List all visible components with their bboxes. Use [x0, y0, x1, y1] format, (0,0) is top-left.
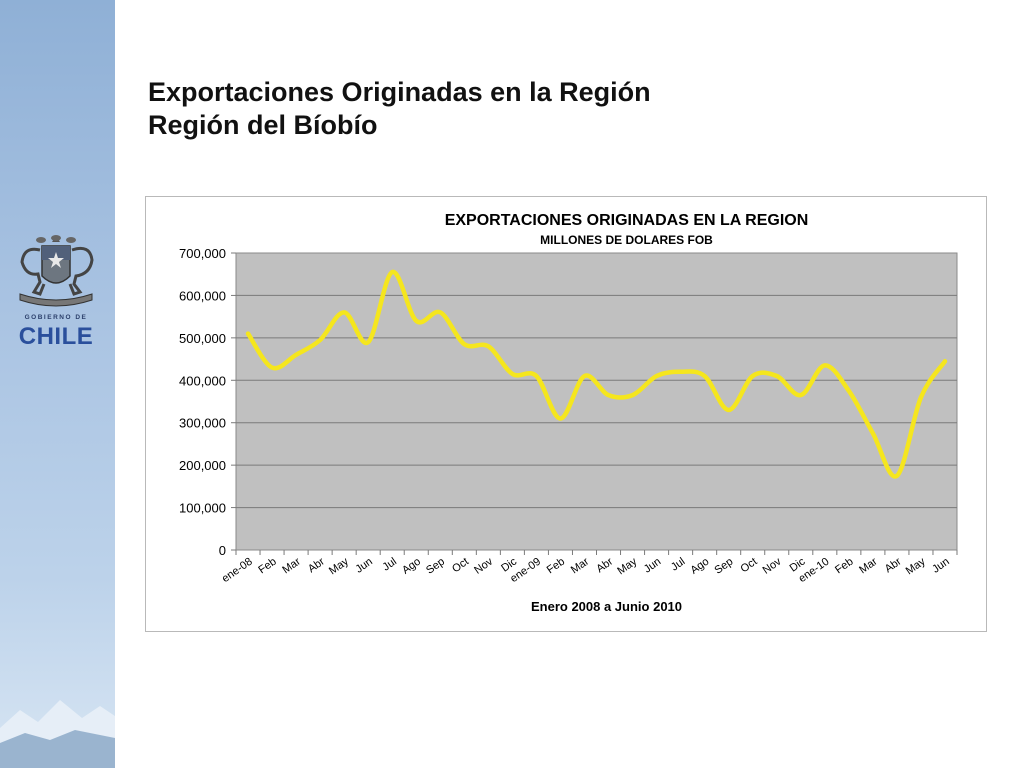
logo-small-text: GOBIERNO DE [24, 314, 88, 321]
data-point [751, 374, 755, 378]
mountain-image [0, 700, 115, 768]
data-point [775, 374, 779, 378]
line-chart: EXPORTACIONES ORIGINADAS EN LA REGION MIL… [179, 212, 958, 614]
x-tick-label: May [327, 555, 351, 577]
chart-title: EXPORTACIONES ORIGINADAS EN LA REGION [445, 212, 809, 229]
chart-subtitle: MILLONES DE DOLARES FOB [540, 233, 713, 247]
data-point [895, 474, 899, 478]
data-point [342, 310, 346, 314]
y-tick-label: 400,000 [179, 373, 226, 388]
y-tick-label: 500,000 [179, 331, 226, 346]
x-tick-label: Abr [594, 555, 615, 575]
x-tick-label: Nov [761, 555, 784, 576]
y-tick-label: 700,000 [179, 246, 226, 261]
x-tick-label: Jun [930, 556, 951, 576]
data-point [390, 270, 394, 274]
x-tick-label: Jun [353, 556, 374, 576]
x-tick-label: Abr [306, 555, 327, 575]
data-point [582, 374, 586, 378]
slide-title: Exportaciones Originadas en la Región Re… [148, 76, 651, 142]
y-tick-label: 100,000 [179, 501, 226, 516]
x-tick-label: Oct [739, 556, 760, 576]
data-point [246, 332, 250, 336]
data-point [703, 374, 707, 378]
x-tick-label: Ago [400, 556, 423, 577]
data-point [558, 416, 562, 420]
x-tick-label: Mar [857, 555, 880, 576]
x-tick-label: Jun [642, 556, 663, 576]
slide-title-line-1: Exportaciones Originadas en la Región [148, 77, 651, 107]
x-tick-label: Feb [256, 556, 278, 577]
x-tick-label: Oct [450, 556, 471, 576]
plot-area [235, 252, 958, 551]
x-tick-label: Ago [688, 556, 711, 577]
data-point [270, 366, 274, 370]
data-point [679, 370, 683, 374]
x-tick-label: Feb [833, 556, 855, 577]
x-axis-label: Enero 2008 a Junio 2010 [531, 599, 682, 614]
x-tick-label: May [615, 555, 639, 577]
data-point [847, 389, 851, 393]
data-point [534, 374, 538, 378]
slide-title-line-2: Región del Bíobío [148, 110, 378, 140]
x-tick-label: Feb [545, 556, 567, 577]
data-point [366, 340, 370, 344]
coat-of-arms-icon [19, 235, 94, 307]
y-tick-label: 200,000 [179, 458, 226, 473]
data-point [919, 395, 923, 399]
data-point [799, 393, 803, 397]
data-point [462, 342, 466, 346]
x-tick-label: Sep [712, 556, 735, 577]
gobierno-de-chile-logo: GOBIERNO DE CHILE [6, 232, 106, 362]
data-point [486, 344, 490, 348]
data-point [438, 310, 442, 314]
y-tick-label: 0 [219, 543, 226, 558]
data-point [607, 393, 611, 397]
x-tick-label: May [904, 555, 928, 577]
x-tick-label: Mar [280, 555, 303, 576]
x-tick-label: ene-08 [220, 556, 255, 585]
data-point [943, 359, 947, 363]
data-point [727, 408, 731, 412]
x-tick-label: Mar [569, 555, 592, 576]
logo-big-text: CHILE [18, 323, 94, 350]
data-point [414, 319, 418, 323]
data-point [510, 372, 514, 376]
chart-container: EXPORTACIONES ORIGINADAS EN LA REGION MIL… [145, 196, 987, 632]
data-point [318, 338, 322, 342]
data-point [823, 363, 827, 367]
sidebar-band [0, 0, 115, 768]
series-line [245, 269, 948, 479]
x-tick-label: Nov [472, 555, 495, 576]
data-point [631, 393, 635, 397]
data-point [655, 374, 659, 378]
x-tick-label: Jul [669, 556, 687, 574]
x-tick-label: Sep [424, 556, 447, 577]
x-tick-label: Jul [381, 556, 399, 574]
y-tick-label: 300,000 [179, 416, 226, 431]
data-point [871, 431, 875, 435]
data-point [294, 353, 298, 357]
y-tick-label: 600,000 [179, 288, 226, 303]
x-tick-label: Abr [883, 555, 904, 575]
